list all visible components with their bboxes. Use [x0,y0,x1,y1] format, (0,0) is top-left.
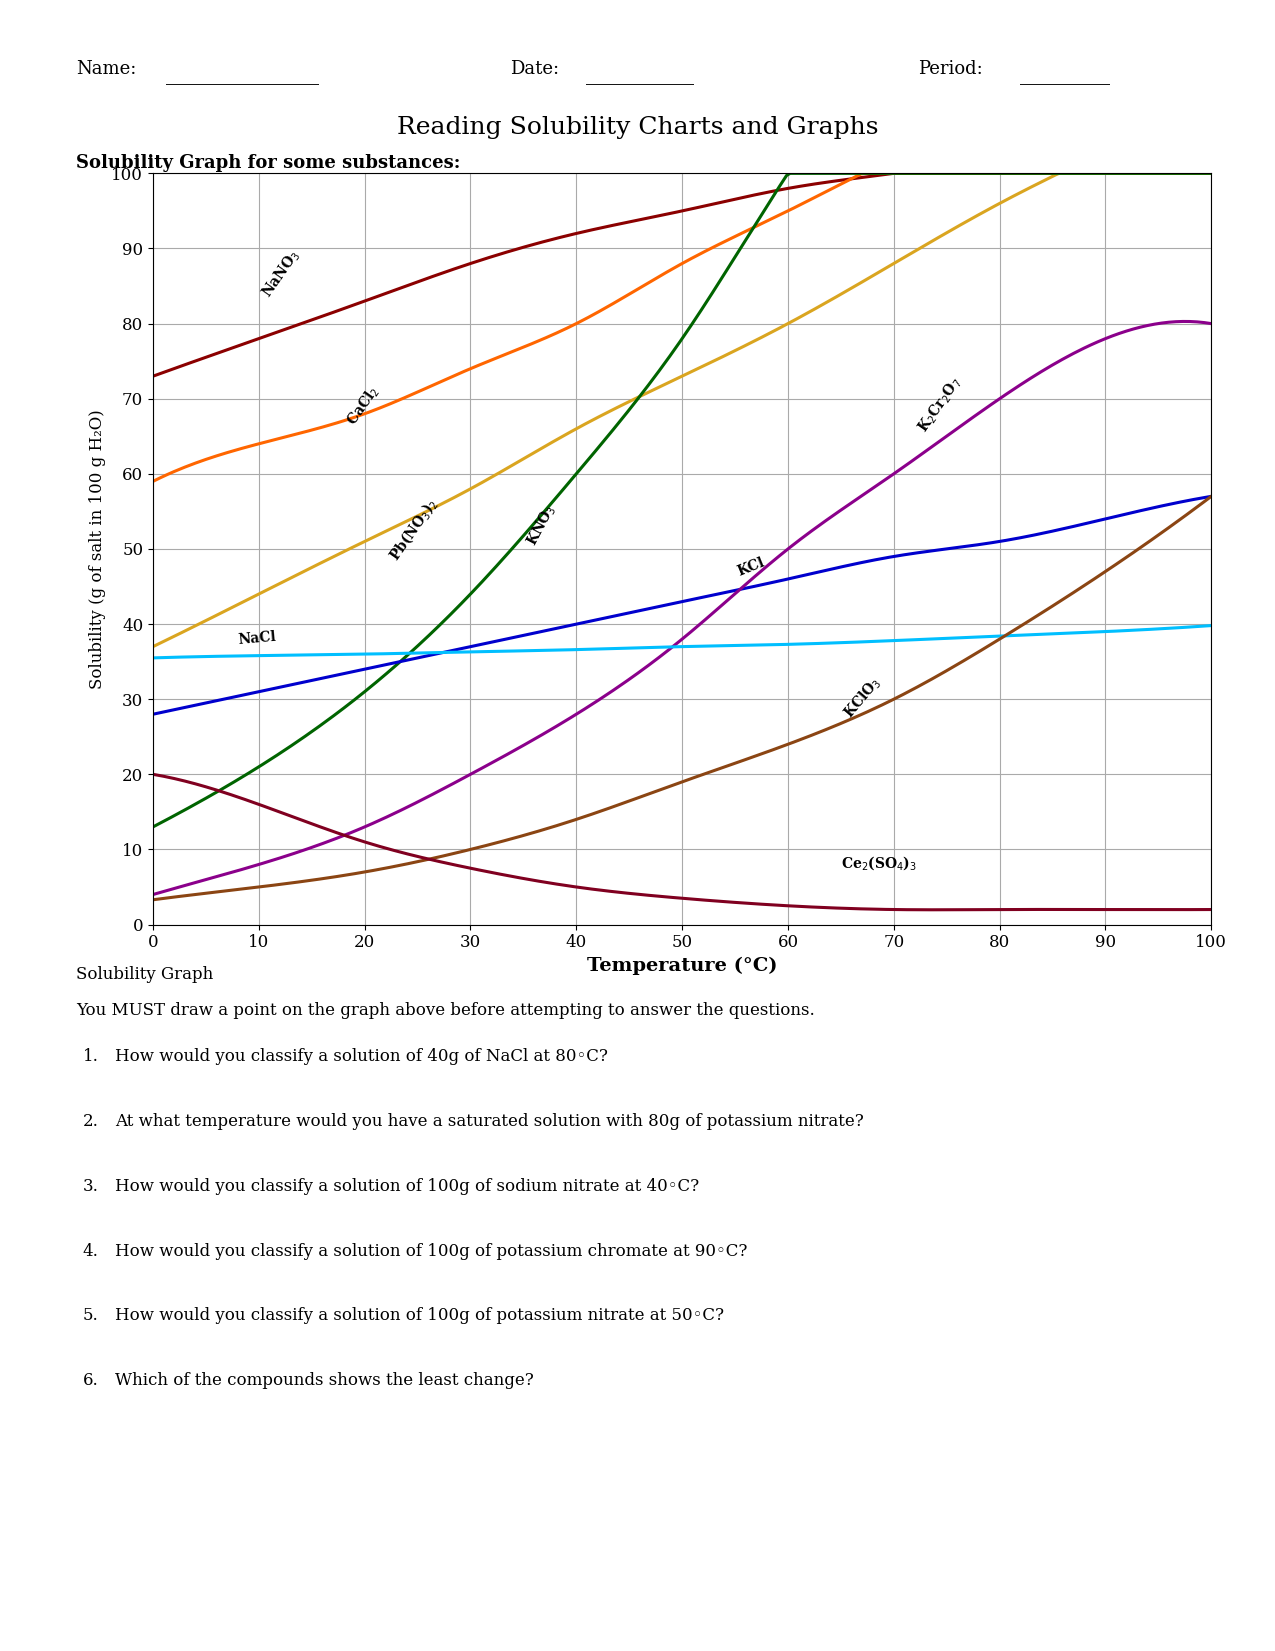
Text: 6.: 6. [83,1372,98,1388]
Text: KCl: KCl [734,555,766,580]
Text: Date:: Date: [510,61,560,78]
Text: 5.: 5. [83,1308,98,1324]
Text: Name:: Name: [76,61,136,78]
Text: How would you classify a solution of 100g of potassium nitrate at 50◦C?: How would you classify a solution of 100… [115,1308,724,1324]
Text: Which of the compounds shows the least change?: Which of the compounds shows the least c… [115,1372,533,1388]
Text: CaCl$_2$: CaCl$_2$ [343,383,382,429]
Text: How would you classify a solution of 100g of potassium chromate at 90◦C?: How would you classify a solution of 100… [115,1243,747,1260]
Text: How would you classify a solution of 40g of NaCl at 80◦C?: How would you classify a solution of 40g… [115,1048,608,1065]
Text: K$_2$Cr$_2$O$_7$: K$_2$Cr$_2$O$_7$ [915,375,965,436]
Text: Ce$_2$(SO$_4$)$_3$: Ce$_2$(SO$_4$)$_3$ [842,854,917,872]
Text: __________: __________ [1020,68,1111,86]
Text: Pb(NO$_3$)$_2$: Pb(NO$_3$)$_2$ [386,495,441,565]
Text: KNO$_3$: KNO$_3$ [524,502,560,550]
Text: KClO$_3$: KClO$_3$ [842,674,885,721]
X-axis label: Temperature (°C): Temperature (°C) [586,958,778,976]
Text: 2.: 2. [83,1113,98,1129]
Text: 1.: 1. [83,1048,98,1065]
Y-axis label: Solubility (g of salt in 100 g H₂O): Solubility (g of salt in 100 g H₂O) [89,409,106,688]
Text: At what temperature would you have a saturated solution with 80g of potassium ni: At what temperature would you have a sat… [115,1113,863,1129]
Text: NaNO$_3$: NaNO$_3$ [259,248,303,300]
Text: Reading Solubility Charts and Graphs: Reading Solubility Charts and Graphs [397,116,878,139]
Text: You MUST draw a point on the graph above before attempting to answer the questio: You MUST draw a point on the graph above… [76,1002,815,1019]
Text: _________________: _________________ [166,68,319,86]
Text: Solubility Graph: Solubility Graph [76,966,214,982]
Text: NaCl: NaCl [237,629,277,647]
Text: How would you classify a solution of 100g of sodium nitrate at 40◦C?: How would you classify a solution of 100… [115,1177,699,1195]
Text: ____________: ____________ [586,68,695,86]
Text: 3.: 3. [83,1177,98,1195]
Text: Solubility Graph for some substances:: Solubility Graph for some substances: [76,154,460,172]
Text: 4.: 4. [83,1243,98,1260]
Text: Period:: Period: [918,61,983,78]
